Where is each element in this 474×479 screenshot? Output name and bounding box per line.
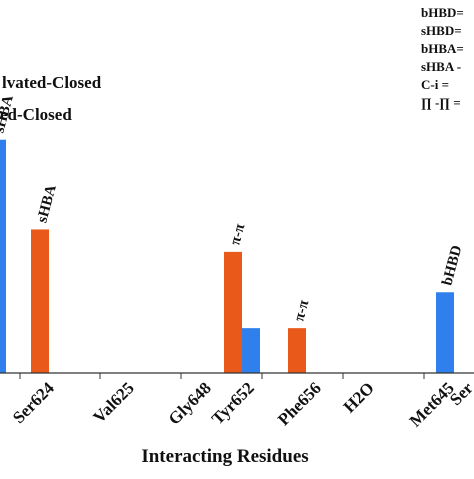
x-tick-label: Val625 <box>89 378 137 426</box>
bar-value-label: bHBD <box>439 244 465 288</box>
key-entry: C-i = <box>421 77 449 92</box>
x-tick-label: Ser624 <box>9 378 58 427</box>
key-entry: ∏ -∏ = <box>421 95 461 110</box>
x-tick-label: H2O <box>340 378 378 416</box>
bar-desolvated-closed-Met645 <box>436 292 454 373</box>
x-tick-label: Phe656 <box>274 378 325 429</box>
bar-value-label: π-π <box>291 298 312 324</box>
x-tick-label: Met645 <box>406 378 458 430</box>
bar-value-label: sHBA <box>34 183 59 224</box>
key-entry: sHBD= <box>421 23 462 38</box>
bar-desolvated-closed-first <box>0 139 6 373</box>
legend-entry-solvated-closed: lvated-Closed <box>2 73 102 92</box>
key-entry: bHBD= <box>421 5 464 20</box>
bar-solvated-closed-Ser624 <box>31 229 49 373</box>
key-entry: sHBA - <box>421 59 461 74</box>
bar-desolvated-closed-Tyr652 <box>242 328 260 373</box>
x-tick-label: Tyr652 <box>208 378 258 428</box>
legend-entry-desolvated-closed: ed-Closed <box>0 105 72 124</box>
bar-solvated-closed-Phe656 <box>288 328 306 373</box>
x-axis-title: Interacting Residues <box>141 446 308 467</box>
key-entry: bHBA= <box>421 41 464 56</box>
bar-value-label: π-π <box>227 221 248 247</box>
bar-solvated-closed-Tyr652 <box>224 251 242 373</box>
x-tick-label: Ser <box>446 378 474 409</box>
x-tick-label: Gly648 <box>165 378 215 428</box>
